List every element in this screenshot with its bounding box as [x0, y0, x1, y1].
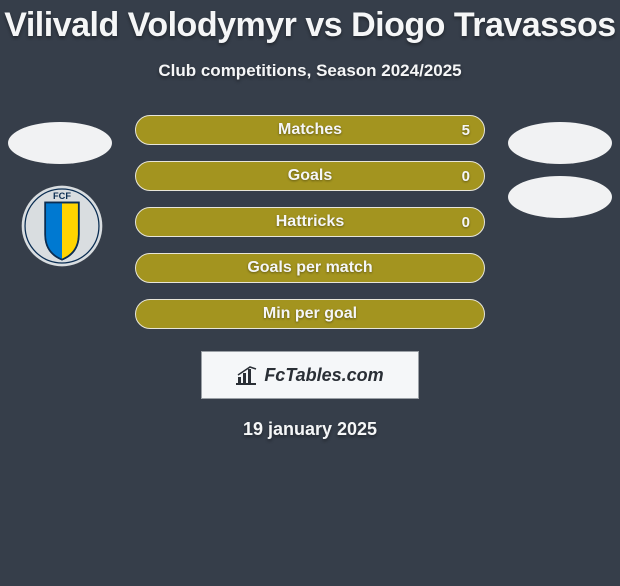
date-label: 19 january 2025 [0, 419, 620, 440]
stat-label: Min per goal [263, 305, 357, 323]
stat-row-goals-per-match: Goals per match [135, 253, 485, 283]
stat-right-value: 0 [462, 214, 470, 231]
stat-label: Hattricks [276, 213, 344, 231]
page-title: Vilivald Volodymyr vs Diogo Travassos [0, 6, 620, 45]
player-right-avatar [508, 122, 612, 164]
stat-label: Goals [288, 167, 332, 185]
stat-row-matches: Matches 5 [135, 115, 485, 145]
chart-icon [236, 365, 260, 385]
stat-row-hattricks: Hattricks 0 [135, 207, 485, 237]
stat-label: Matches [278, 121, 342, 139]
svg-text:FCF: FCF [53, 191, 71, 201]
stat-row-goals: Goals 0 [135, 161, 485, 191]
stat-label: Goals per match [247, 259, 372, 277]
brand-logo: FcTables.com [201, 351, 419, 399]
stats-table: Matches 5 Goals 0 Hattricks 0 Goals per … [135, 115, 485, 329]
player-right-jersey [508, 176, 612, 218]
stat-right-value: 0 [462, 168, 470, 185]
subtitle: Club competitions, Season 2024/2025 [0, 61, 620, 81]
stat-row-min-per-goal: Min per goal [135, 299, 485, 329]
player-left-avatar [8, 122, 112, 164]
brand-text: FcTables.com [264, 365, 383, 386]
club-badge-left: FCF [20, 184, 104, 268]
stat-right-value: 5 [462, 122, 470, 139]
